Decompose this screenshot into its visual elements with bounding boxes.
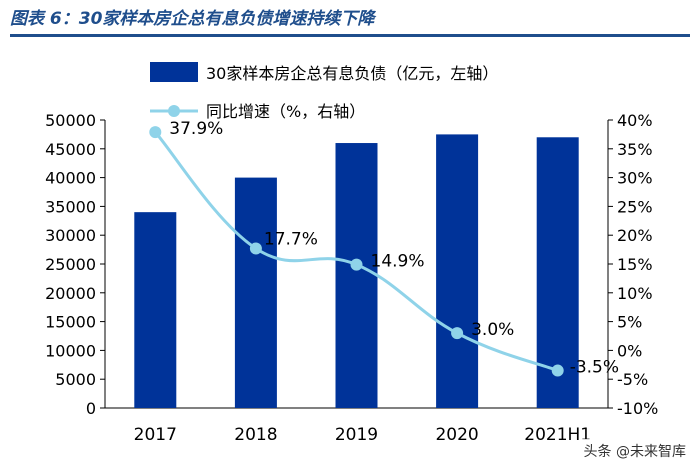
watermark: 头条 @未来智库: [579, 439, 690, 463]
growth-point: [350, 258, 363, 271]
growth-point: [149, 126, 162, 139]
growth-data-label: -3.5%: [570, 358, 619, 378]
bar: [536, 137, 579, 408]
y-right-tick-label: 30%: [617, 169, 653, 188]
growth-point: [451, 327, 464, 340]
y-left-tick-label: 30000: [45, 226, 96, 245]
y-left-tick-label: 25000: [45, 255, 96, 274]
y-left-tick-label: 5000: [55, 370, 96, 389]
y-left-tick-label: 40000: [45, 169, 96, 188]
y-left-tick-label: 20000: [45, 284, 96, 303]
legend-line-label: 同比增速（%，右轴）: [206, 102, 365, 121]
growth-data-label: 3.0%: [471, 320, 514, 340]
legend-bar-label: 30家样本房企总有息负债（亿元，左轴）: [206, 64, 498, 83]
x-tick-label: 2020: [435, 425, 478, 445]
growth-data-label: 17.7%: [264, 229, 318, 249]
x-tick-label: 2019: [335, 425, 378, 445]
y-left-tick-label: 35000: [45, 197, 96, 216]
y-right-tick-label: 10%: [617, 284, 653, 303]
y-right-tick-label: 0%: [617, 341, 642, 360]
y-right-tick-label: 40%: [617, 111, 653, 130]
y-right-tick-label: -5%: [617, 370, 648, 389]
chart-title: 图表 6：30家样本房企总有息负债增速持续下降: [10, 9, 375, 29]
growth-data-label: 14.9%: [371, 252, 425, 272]
x-tick-label: 2021H1: [524, 425, 591, 445]
growth-point: [551, 364, 564, 377]
growth-point: [249, 242, 262, 255]
bar: [335, 143, 378, 409]
y-right-tick-label: 25%: [617, 197, 653, 216]
y-left-tick-label: 0: [86, 399, 96, 418]
legend-line-marker: [168, 105, 180, 117]
y-right-tick-label: -10%: [617, 399, 658, 418]
y-right-tick-label: 35%: [617, 140, 653, 159]
y-right-tick-label: 15%: [617, 255, 653, 274]
y-right-tick-label: 20%: [617, 226, 653, 245]
y-right-tick-label: 5%: [617, 313, 642, 332]
title-rule: [10, 34, 690, 37]
y-left-tick-label: 45000: [45, 140, 96, 159]
growth-data-label: 37.9%: [169, 119, 223, 139]
y-left-tick-label: 10000: [45, 341, 96, 360]
y-left-tick-label: 50000: [45, 111, 96, 130]
bar: [234, 177, 277, 408]
x-tick-label: 2018: [234, 425, 277, 445]
bar: [436, 134, 479, 408]
y-left-tick-label: 15000: [45, 313, 96, 332]
bar: [134, 212, 177, 408]
x-tick-label: 2017: [134, 425, 177, 445]
legend-bar-swatch: [150, 62, 198, 82]
